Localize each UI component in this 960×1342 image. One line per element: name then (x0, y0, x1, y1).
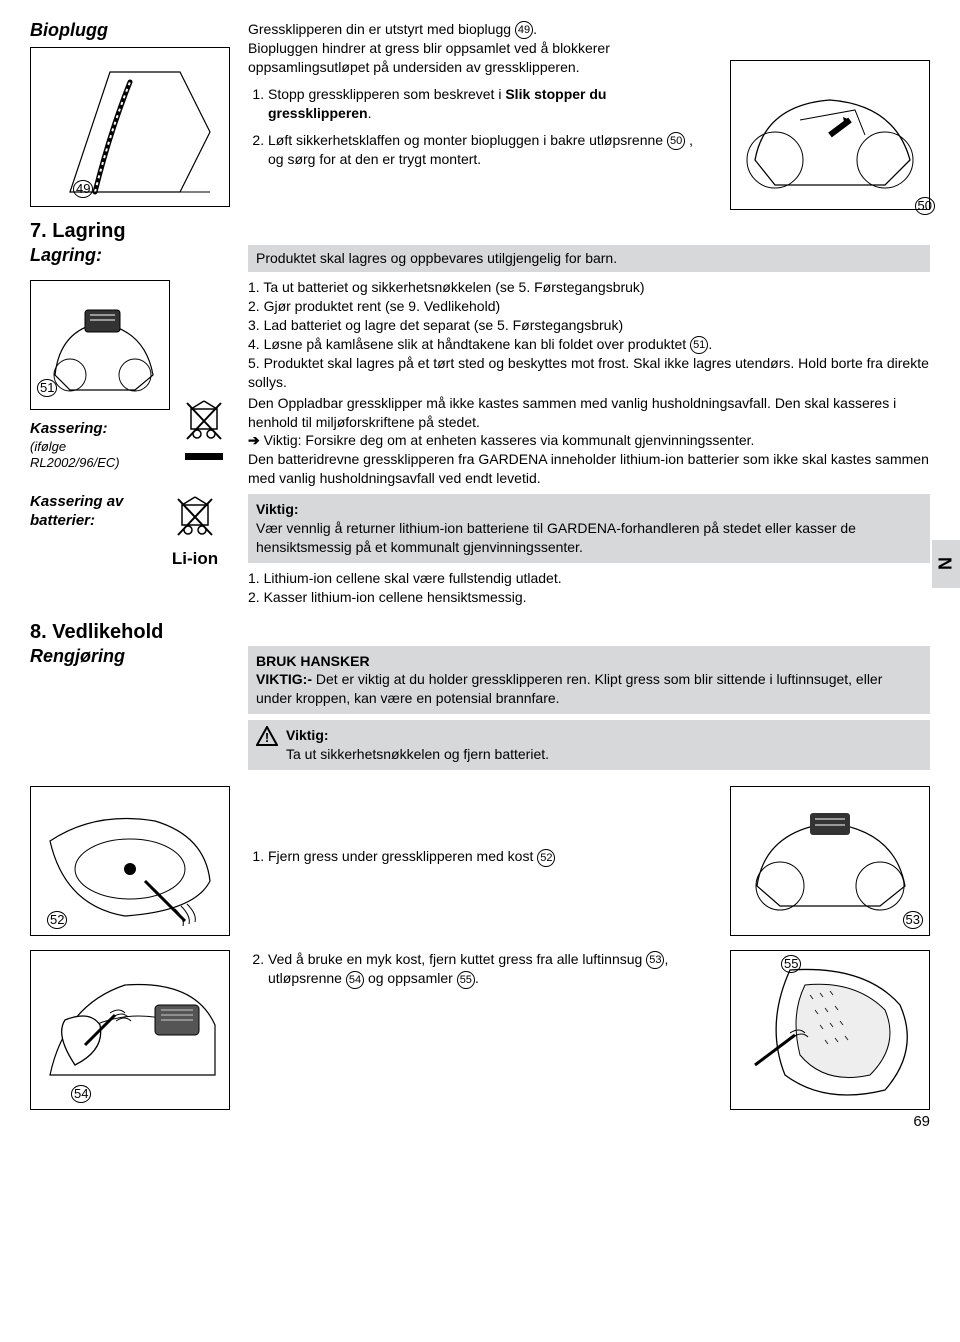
cleaning-illus-54: 54 (30, 950, 230, 1110)
lagring-viktig-band: Viktig: Vær vennlig å returner lithium-i… (248, 494, 930, 563)
bioplugg-illustration-right: 50 (730, 60, 930, 210)
text: Det er viktig at du holder gressklippere… (256, 671, 882, 706)
lagring-section: Lagring: 51 Kassering: (ifølge RL2 (30, 245, 930, 607)
circ-55-inline: 55 (457, 971, 475, 989)
weee-bar (185, 453, 223, 460)
circ-51-inline: 51 (690, 336, 708, 354)
text: Biopluggen hindrer at gress blir oppsaml… (248, 40, 610, 75)
text: 2. Kasser lithium-ion cellene hensiktsme… (248, 589, 527, 605)
text: Lad batteriet og lagre det separat (se 5… (264, 317, 624, 333)
vedlikehold-band: BRUK HANSKER VIKTIG:- Det er viktig at d… (248, 646, 930, 715)
bioplugg-step1: Stopp gressklipperen som beskrevet i Sli… (268, 85, 712, 123)
circ-54-inline: 54 (346, 971, 364, 989)
kassering-batt-label: Kassering av batterier: (30, 493, 152, 531)
text: Gjør produktet rent (se 9. Vedlikehold) (264, 298, 501, 314)
bioplugg-heading: Bioplugg (30, 20, 230, 41)
text: Løft sikkerhetsklaffen og monter bioplug… (268, 132, 667, 148)
text-bold: BRUK HANSKER (256, 653, 370, 669)
bioplugg-section: Bioplugg 49 Gressklipperen din er utstyr… (30, 20, 930, 210)
text-bold: VIKTIG:- (256, 671, 312, 687)
text: Ta ut batteriet og sikkerhetsnøkkelen (s… (263, 279, 644, 295)
circ-49-inline: 49 (515, 21, 533, 39)
step1-text: Fjern gress under gressklipperen med kos… (268, 847, 712, 866)
circ-52-inline: 52 (537, 849, 555, 867)
text: Gressklipperen din er utstyrt med bioplu… (248, 21, 511, 37)
lagring-title: 7. Lagring (30, 220, 930, 243)
lagring-illustration: 51 (30, 280, 170, 410)
text: Fjern gress under gressklipperen med kos… (268, 848, 537, 864)
cleaning-illus-52: 52 (30, 786, 230, 936)
rengjoring-label: Rengjøring (30, 646, 230, 667)
lagring-label: Lagring: (30, 245, 230, 266)
text: Produktet skal lagres på et tørt sted og… (248, 355, 929, 390)
text: 1. Lithium-ion cellene skal være fullste… (248, 570, 562, 586)
cleaning-illus-53: 53 (730, 786, 930, 936)
kassering-text1: Den Oppladbar gressklipper må ikke kaste… (248, 394, 930, 432)
text: Stopp gressklipperen som beskrevet i (268, 86, 505, 102)
viktig-text: Vær vennlig å returner lithium-ion batte… (256, 520, 856, 555)
weee-icon-2 (174, 493, 216, 539)
viktig-label: Viktig: (256, 501, 299, 517)
bioplugg-step2: Løft sikkerhetsklaffen og monter bioplug… (268, 131, 712, 169)
kassering-text3: Den batteridrevne gressklipperen fra GAR… (248, 450, 930, 488)
vedlikehold-viktig-band: ! Viktig: Ta ut sikkerhetsnøkkelen og fj… (248, 720, 930, 770)
bioplugg-intro: Gressklipperen din er utstyrt med bioplu… (248, 20, 712, 77)
kassering-label: Kassering: (30, 420, 170, 439)
kassering-text2: Viktig: Forsikre deg om at enheten kasse… (248, 431, 930, 450)
cleaning-row-1: 52 Fjern gress under gressklipperen med … (30, 786, 930, 936)
bioplugg-illustration-left: 49 (30, 47, 230, 207)
warning-triangle-icon: ! (256, 726, 278, 751)
cleaning-illus-55: 55 (730, 950, 930, 1110)
cleaning-row-2: 54 Ved å bruke en myk kost, fjern kuttet… (30, 950, 930, 1110)
circ-50-inline: 50 (667, 132, 685, 150)
vedlikehold-title: 8. Vedlikehold (30, 621, 930, 644)
step2-text: Ved å bruke en myk kost, fjern kuttet gr… (268, 950, 712, 989)
liion-steps: 1. Lithium-ion cellene skal være fullste… (248, 569, 930, 607)
language-tab: N (932, 540, 960, 588)
callout-53: 53 (903, 911, 923, 929)
lagring-list: 1. Ta ut batteriet og sikkerhetsnøkkelen… (248, 278, 930, 392)
cleaning-step2: Ved å bruke en myk kost, fjern kuttet gr… (268, 950, 712, 989)
svg-text:!: ! (265, 730, 269, 745)
circ-53-inline: 53 (646, 951, 664, 969)
cleaning-step1: Fjern gress under gressklipperen med kos… (268, 847, 712, 866)
vedlikehold-section: Rengjøring BRUK HANSKER VIKTIG:- Det er … (30, 646, 930, 776)
lagring-band1: Produktet skal lagres og oppbevares util… (248, 245, 930, 272)
kassering-sub: (ifølge RL2002/96/EC) (30, 439, 170, 472)
liion-label: Li-ion (172, 549, 218, 569)
viktig-text: Ta ut sikkerhetsnøkkelen og fjern batter… (286, 746, 549, 762)
text: Løsne på kamlåsene slik at håndtakene ka… (264, 336, 690, 352)
text: og oppsamler (364, 970, 457, 986)
viktig-label: Viktig: (286, 727, 329, 743)
text: Ved å bruke en myk kost, fjern kuttet gr… (268, 951, 646, 967)
weee-icon (183, 397, 225, 447)
bioplugg-steps: Stopp gressklipperen som beskrevet i Sli… (268, 85, 712, 169)
callout-50: 50 (915, 197, 935, 215)
page-number: 69 (913, 1113, 930, 1130)
